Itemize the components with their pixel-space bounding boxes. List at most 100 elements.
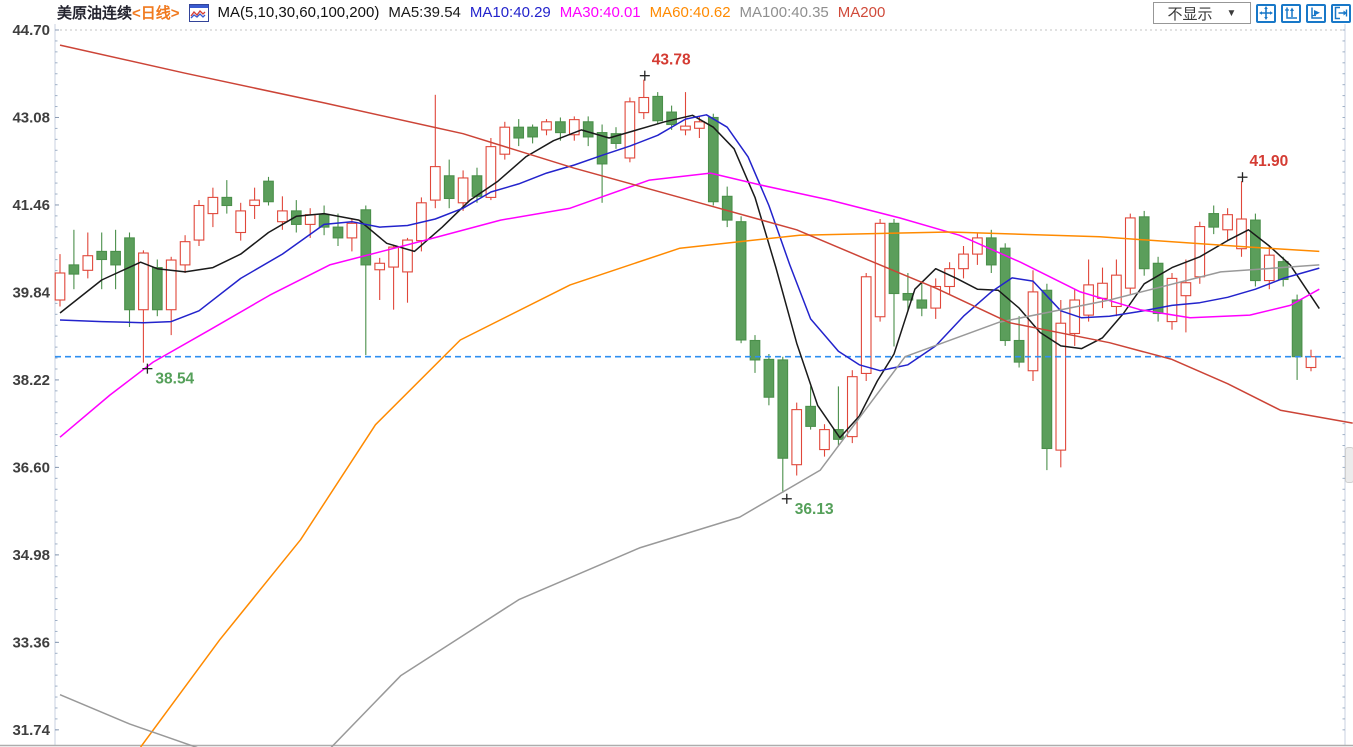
chevron-down-icon: ▼ — [1226, 7, 1237, 19]
candle — [1291, 299, 1303, 358]
pivot-annotation: 41.90 — [1250, 153, 1289, 170]
candle — [721, 195, 733, 221]
ma60-readout: MA60:40.62 — [649, 4, 731, 21]
candle — [513, 126, 525, 139]
candle — [82, 255, 94, 271]
candle — [124, 237, 135, 311]
candle — [1305, 356, 1317, 369]
candle — [749, 339, 761, 361]
candle — [958, 253, 969, 270]
candle — [290, 210, 302, 225]
candle — [1027, 291, 1039, 372]
pivot-annotation: 43.78 — [652, 52, 691, 69]
y-axis-label: 39.84 — [12, 284, 50, 301]
candle — [277, 210, 288, 223]
candle — [930, 285, 942, 309]
candle — [54, 272, 66, 301]
candle — [499, 126, 511, 155]
candle — [151, 267, 163, 311]
ma60-line — [139, 231, 1320, 747]
candle — [332, 226, 344, 239]
candle — [1013, 339, 1025, 363]
candle — [860, 276, 872, 374]
candle — [179, 241, 191, 266]
candle — [138, 252, 149, 311]
axis-scale-up-icon[interactable] — [1281, 3, 1301, 23]
candle — [638, 96, 650, 114]
y-axis-label: 31.74 — [12, 722, 50, 739]
candle — [485, 146, 497, 198]
candle — [304, 214, 316, 225]
y-axis-label: 34.98 — [12, 547, 50, 564]
y-axis-label: 38.22 — [12, 372, 50, 389]
move-crosshair-icon[interactable] — [1256, 3, 1276, 23]
candle — [360, 209, 372, 266]
candle — [1166, 277, 1178, 323]
candle — [429, 166, 441, 201]
axis-scale-right-icon[interactable] — [1306, 3, 1326, 23]
ma5-readout: MA5:39.54 — [388, 4, 461, 21]
candle — [916, 299, 928, 309]
candle — [221, 196, 233, 207]
candle — [207, 196, 219, 215]
candle — [1277, 261, 1289, 281]
candle — [888, 222, 900, 295]
candle — [791, 409, 803, 466]
candle — [457, 177, 469, 204]
candle — [582, 121, 594, 138]
candle — [819, 429, 830, 451]
candle — [624, 101, 636, 159]
candle — [1180, 282, 1192, 297]
y-axis-label: 43.08 — [12, 109, 50, 126]
instrument-title: 美原油连续 — [57, 5, 133, 22]
candle — [249, 199, 260, 207]
candle — [874, 222, 886, 318]
candle — [1222, 214, 1233, 231]
candle — [568, 119, 580, 136]
candle — [388, 246, 399, 268]
candle — [541, 121, 552, 131]
candle — [1097, 282, 1108, 299]
display-mode-dropdown[interactable]: 不显示 ▼ — [1153, 2, 1251, 24]
pivot-annotation: 36.13 — [795, 501, 834, 518]
candle — [763, 358, 775, 398]
candle — [1055, 322, 1067, 451]
candle — [1250, 219, 1261, 282]
ma200-readout: MA200 — [837, 4, 886, 21]
ma100-line — [59, 264, 1320, 747]
page-forward-icon[interactable] — [1331, 3, 1351, 23]
chart-header: 美原油连续<日线> MA(5,10,30,60,100,200) MA5:39.… — [57, 2, 885, 23]
candle — [471, 175, 483, 197]
candle — [1083, 284, 1094, 316]
candle — [666, 111, 677, 126]
y-axis-label: 44.70 — [12, 22, 50, 39]
candle — [443, 175, 455, 200]
ma5-line — [59, 114, 1320, 439]
candle — [1124, 217, 1136, 289]
candle — [972, 237, 983, 255]
y-axis-label: 33.36 — [12, 634, 50, 651]
candle — [680, 125, 691, 131]
candle — [555, 121, 566, 134]
candle — [596, 132, 608, 165]
candle — [1041, 289, 1053, 450]
y-axis-label: 41.46 — [12, 197, 50, 214]
y-axis-label: 36.60 — [12, 459, 50, 476]
candle — [374, 262, 386, 271]
candle — [346, 222, 358, 239]
candle — [805, 405, 816, 427]
candle — [999, 247, 1011, 342]
candle — [235, 210, 247, 234]
ma10-line — [59, 114, 1320, 372]
candle — [707, 116, 719, 203]
candle — [1111, 274, 1122, 308]
right-edge-handle[interactable] — [1345, 447, 1353, 483]
display-mode-label: 不显示 — [1167, 5, 1213, 23]
period-label: <日线> — [132, 5, 180, 22]
candle — [1208, 213, 1220, 228]
candle — [110, 250, 121, 266]
candle — [944, 268, 955, 288]
candle — [527, 126, 538, 138]
candle — [1194, 226, 1206, 278]
